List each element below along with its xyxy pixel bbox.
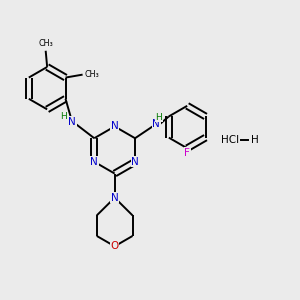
- Text: N: N: [111, 193, 119, 203]
- Text: H: H: [155, 113, 162, 122]
- Text: N: N: [90, 157, 98, 167]
- Text: F: F: [184, 148, 190, 158]
- Text: N: N: [111, 122, 119, 131]
- Text: N: N: [152, 119, 160, 129]
- Text: CH₃: CH₃: [84, 70, 99, 79]
- Text: HCl: HCl: [221, 135, 239, 145]
- Text: N: N: [131, 157, 139, 167]
- Text: CH₃: CH₃: [38, 39, 53, 48]
- Text: O: O: [110, 241, 119, 251]
- Text: H: H: [251, 135, 258, 145]
- Text: N: N: [68, 117, 76, 127]
- Text: H: H: [61, 112, 67, 121]
